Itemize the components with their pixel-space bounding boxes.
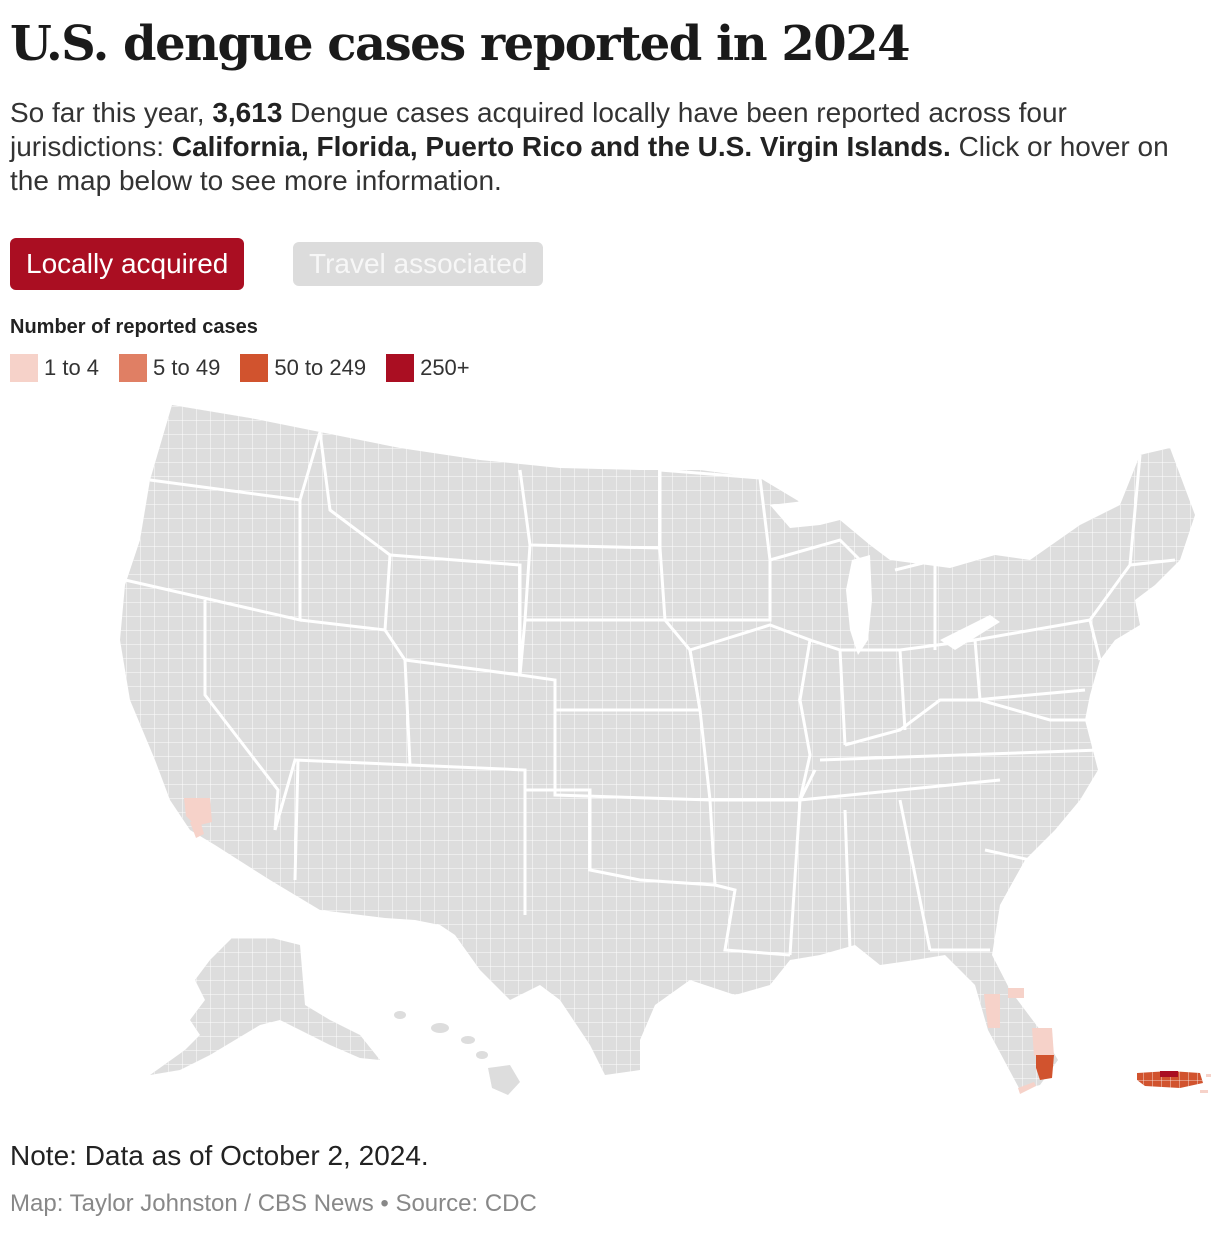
miami-dade-county-highlight[interactable] (1036, 1055, 1054, 1080)
orange-county-highlight[interactable] (190, 820, 204, 838)
lake-michigan (846, 555, 872, 655)
lake-superior (770, 498, 860, 528)
puerto-rico-municipio-borders (1137, 1071, 1203, 1088)
legend-swatch-5-to-49 (119, 354, 148, 382)
alaska-borders (150, 938, 380, 1075)
us-virgin-islands[interactable] (1200, 1074, 1211, 1093)
page-title: U.S. dengue cases reported in 2024 (10, 16, 911, 72)
dek-jurisdictions: California, Florida, Puerto Rico and the… (171, 131, 951, 162)
monroe-county-highlight[interactable] (1018, 1082, 1036, 1094)
legend-swatch-50-to-249 (240, 354, 269, 382)
us-county-map[interactable] (0, 395, 1220, 1115)
travel-associated-toggle[interactable]: Travel associated (293, 242, 544, 286)
puerto-rico-san-juan-area[interactable] (1160, 1071, 1178, 1077)
los-angeles-county-highlight[interactable] (184, 798, 212, 826)
legend-item-250-plus: 250+ (386, 354, 470, 382)
legend-label-1-to-4: 1 to 4 (44, 355, 100, 380)
dek-text-1: So far this year, (10, 97, 213, 128)
dek-text-3: Click or hover on the map below to see m… (10, 131, 1169, 196)
locally-acquired-toggle[interactable]: Locally acquired (10, 238, 245, 290)
legend-swatch-250-plus (386, 354, 415, 382)
legend-title: Number of reported cases (10, 316, 258, 338)
state-borders (124, 431, 1176, 957)
credit: Map: Taylor Johnston / CBS News • Source… (10, 1190, 537, 1217)
legend-label-50-to-249: 50 to 249 (274, 355, 367, 380)
legend-swatch-1-to-4 (10, 354, 38, 382)
legend: 1 to 4 5 to 49 50 to 249 250+ (10, 354, 490, 382)
legend-item-50-to-249: 50 to 249 (240, 354, 366, 382)
legend-label-250-plus: 250+ (420, 355, 470, 380)
polk-county-highlight[interactable] (1008, 988, 1024, 998)
hawaii[interactable] (394, 1011, 520, 1095)
dek-text-2: Dengue cases acquired locally have been … (10, 97, 1067, 162)
hillsborough-pinellas-highlight[interactable] (984, 994, 1000, 1028)
dek-case-count: 3,613 (212, 97, 283, 128)
legend-label-5-to-49: 5 to 49 (153, 355, 221, 380)
legend-item-1-to-4: 1 to 4 (10, 354, 99, 382)
note: Note: Data as of October 2, 2024. (10, 1140, 429, 1171)
dek: So far this year, 3,613 Dengue cases acq… (10, 96, 1210, 198)
palm-beach-broward-highlight[interactable] (1032, 1028, 1054, 1056)
legend-item-5-to-49: 5 to 49 (119, 354, 220, 382)
